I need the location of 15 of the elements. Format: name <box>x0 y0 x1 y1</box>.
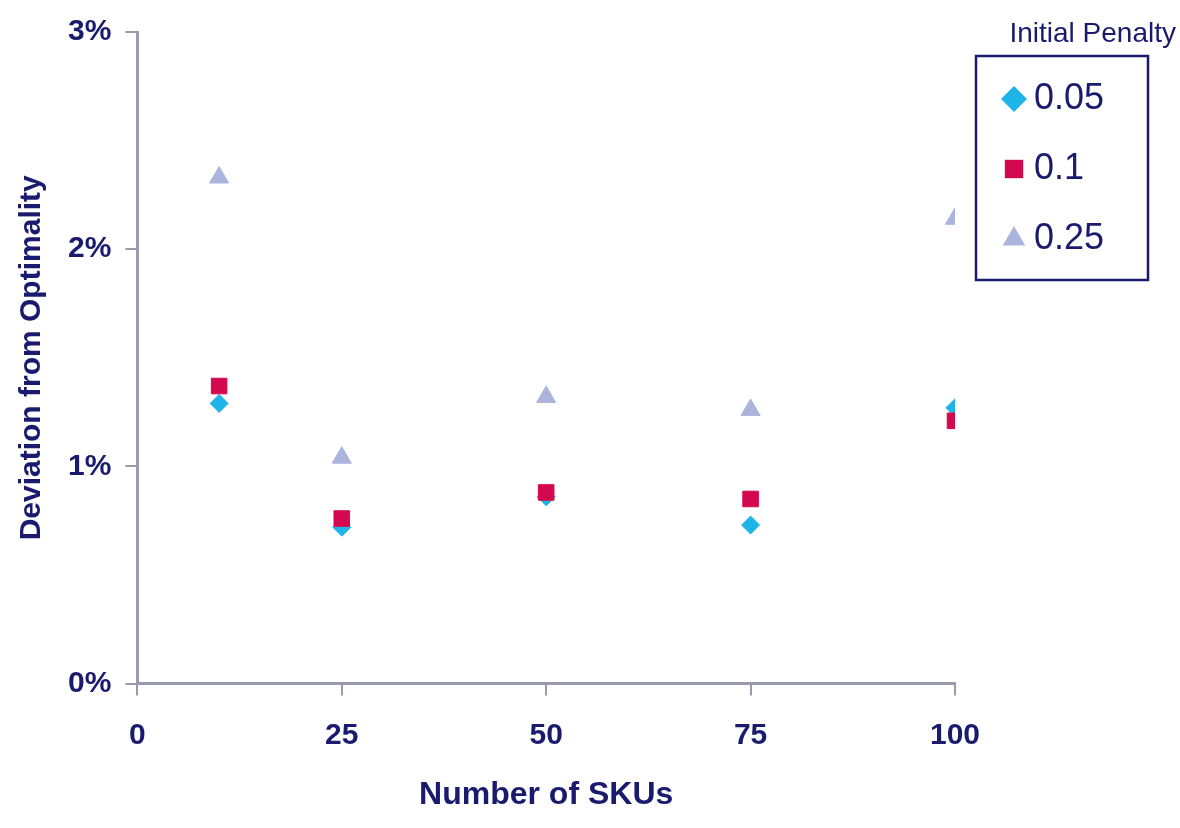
x-tick-label: 25 <box>325 716 359 750</box>
x-tick-label: 75 <box>733 716 768 750</box>
legend-label: 0.25 <box>1034 215 1105 257</box>
x-tick-label: 0 <box>129 716 146 750</box>
y-axis-title: Deviation from Optimality <box>13 174 47 541</box>
x-tick-label: 100 <box>929 716 981 750</box>
legend-label: 0.1 <box>1034 145 1085 187</box>
x-axis-title: Number of SKUs <box>419 774 674 811</box>
x-tick-label: 50 <box>529 716 563 750</box>
y-tick-label: 3% <box>68 13 112 47</box>
legend-title: Initial Penalty <box>1009 16 1176 48</box>
y-tick-label: 2% <box>68 230 112 264</box>
legend-label: 0.05 <box>1034 75 1105 117</box>
y-tick-label: 1% <box>68 447 112 481</box>
y-tick-label: 0% <box>68 664 112 698</box>
